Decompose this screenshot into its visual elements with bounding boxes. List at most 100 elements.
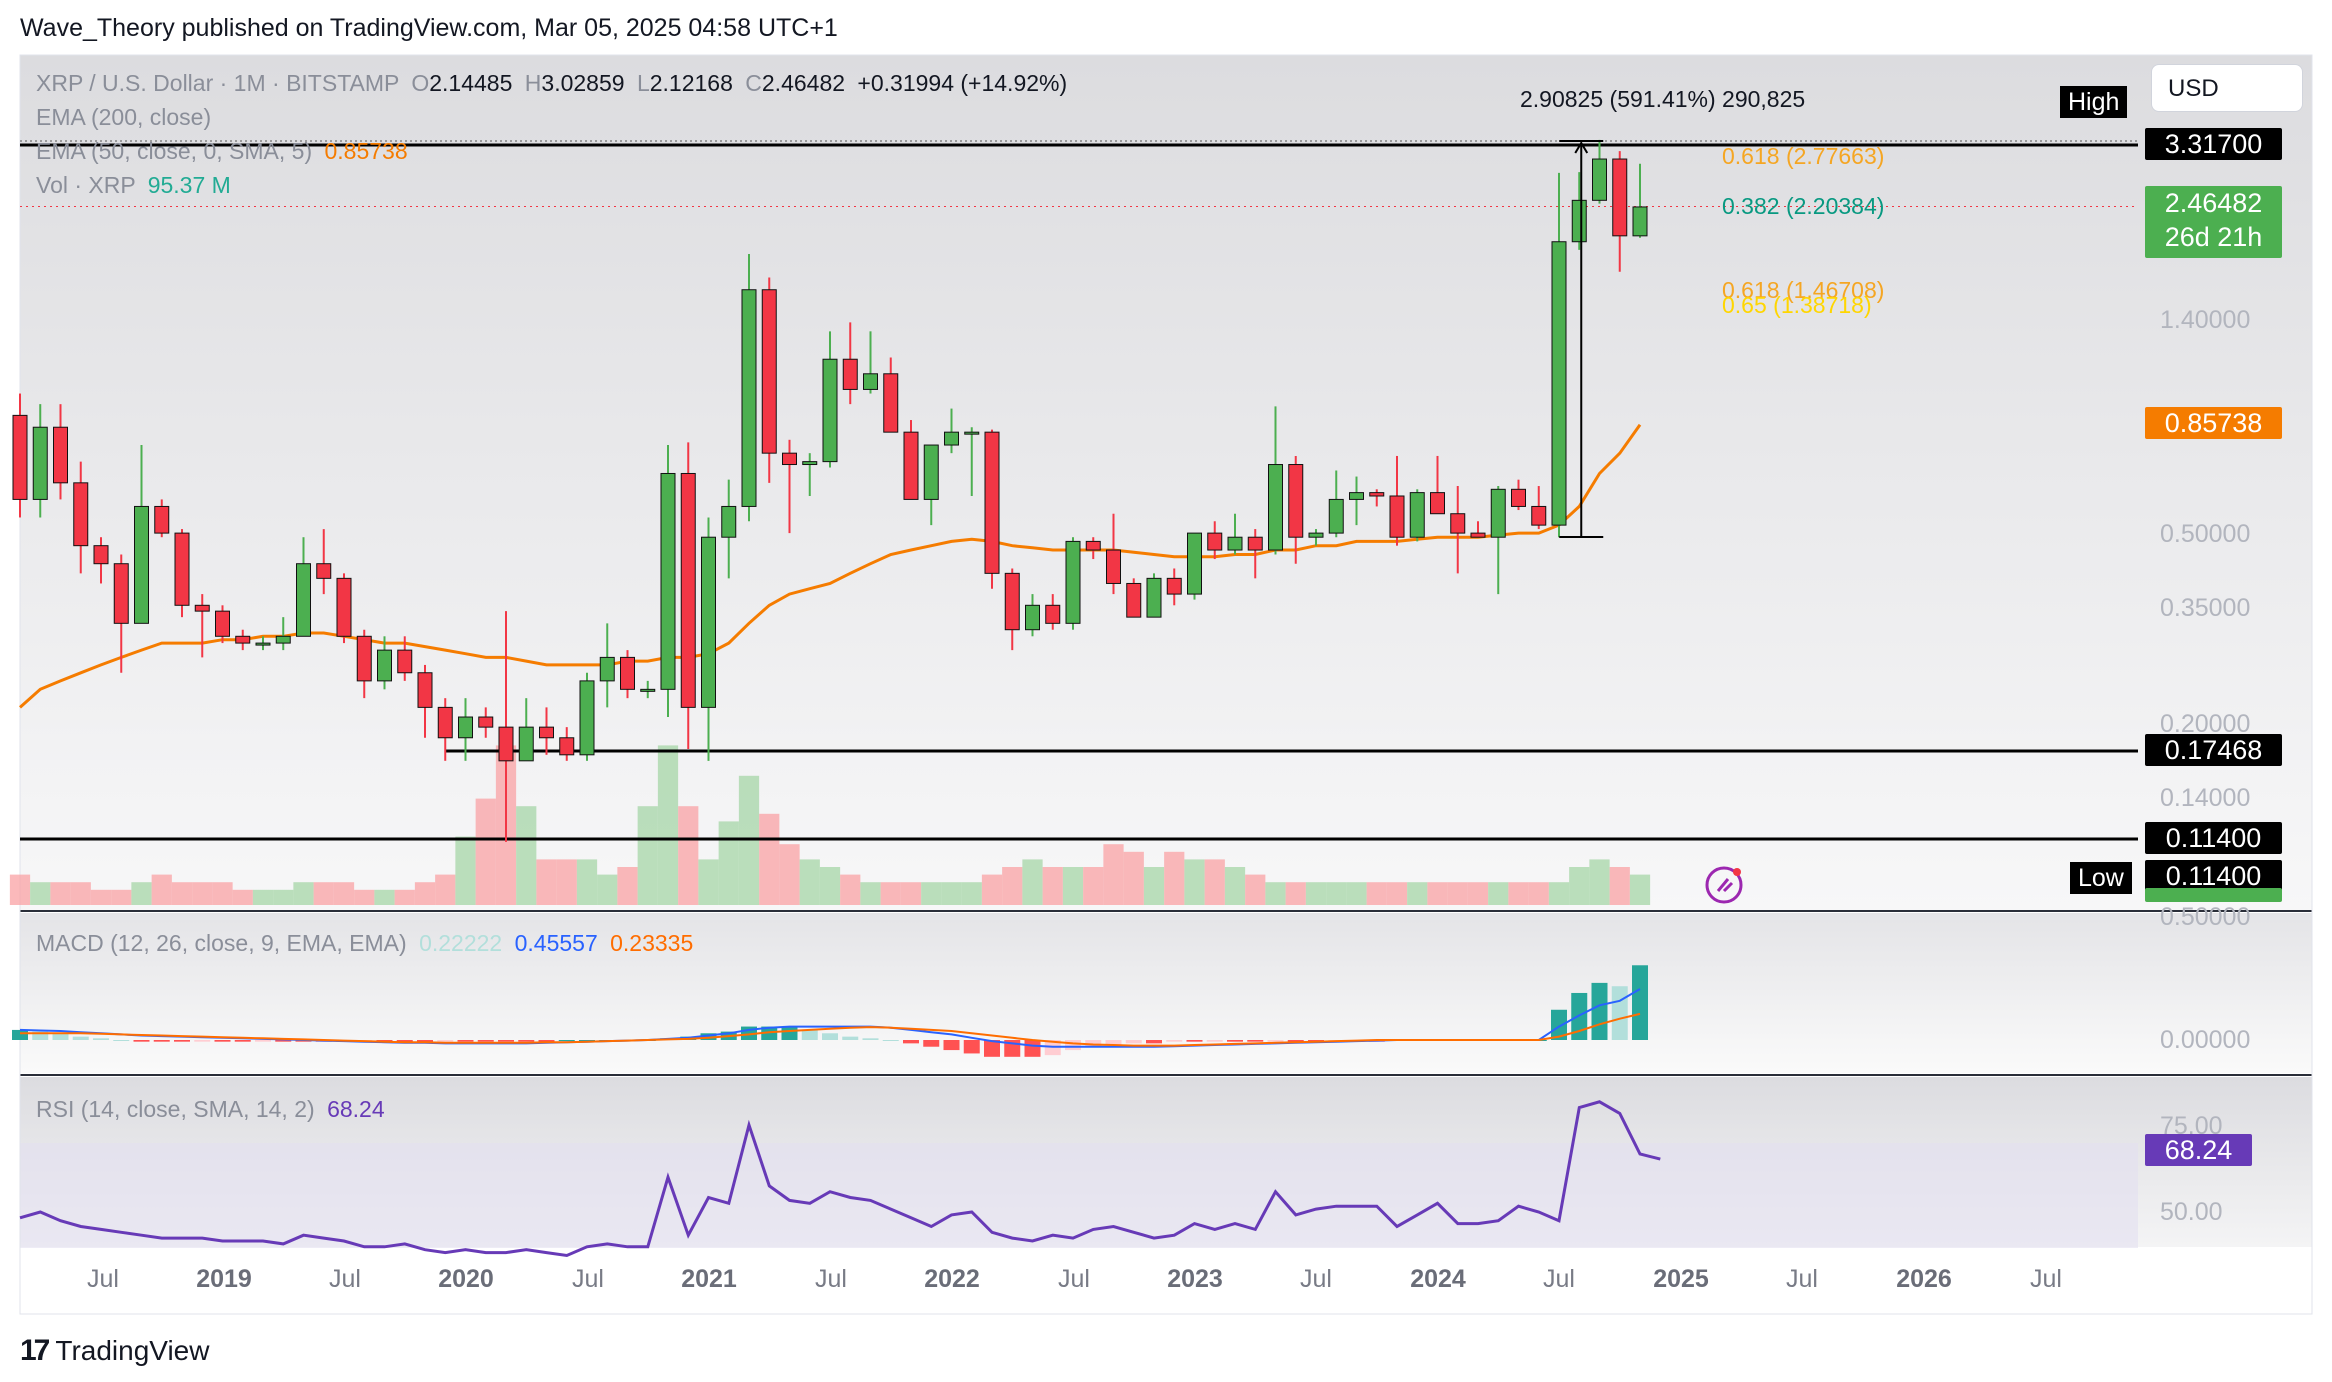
candle-body <box>559 737 575 756</box>
macd-histogram-bar <box>1085 1040 1102 1047</box>
candle-body <box>883 373 899 433</box>
candle-body <box>458 716 473 739</box>
candle-body <box>1592 158 1607 201</box>
macd-histogram-bar <box>153 1040 170 1042</box>
current-price-tag: 2.46482 26d 21h <box>2145 186 2282 258</box>
macd-histogram-bar <box>822 1033 838 1040</box>
time-label-year: 2023 <box>1167 1265 1223 1293</box>
candle-body <box>1146 577 1162 618</box>
macd-histogram-bar <box>761 1026 778 1040</box>
time-label: Jul <box>572 1265 604 1293</box>
volume-bar <box>435 874 456 905</box>
volume-legend[interactable]: Vol · XRP 95.37 M <box>36 172 231 199</box>
candle-body <box>1571 199 1587 243</box>
macd-histogram-bar <box>963 1040 980 1054</box>
candle-body <box>478 716 494 728</box>
macd-histogram-bar <box>862 1038 879 1040</box>
volume-bar <box>1467 882 1489 905</box>
candle-body <box>1025 604 1040 631</box>
measure-label: 2.90825 (591.41%) 290,825 <box>1520 86 1805 112</box>
macd-histogram-bar <box>1105 1040 1122 1046</box>
macd-histogram-bar <box>498 1040 514 1042</box>
ema200-legend[interactable]: EMA (200, close) <box>36 104 212 130</box>
candle-body <box>437 706 453 739</box>
candle-body <box>32 426 48 500</box>
time-axis-background <box>20 1248 2312 1314</box>
tradingview-brand: TradingView <box>55 1335 210 1366</box>
candle-body <box>1106 549 1121 584</box>
volume-bar <box>1407 882 1428 905</box>
volume-bar <box>212 882 233 905</box>
candle-body <box>1085 540 1101 551</box>
ema50-legend[interactable]: EMA (50, close, 0, SMA, 5) 0.85738 <box>36 138 408 165</box>
macd-plot <box>12 965 1648 1057</box>
high-value: 3.02859 <box>541 70 625 96</box>
volume-bar <box>414 882 436 905</box>
volume-bar <box>1245 874 1266 905</box>
macd-histogram-bar <box>538 1040 555 1042</box>
candle-body <box>1632 206 1648 237</box>
tradingview-logo[interactable]: 17 TradingView <box>20 1334 209 1368</box>
macd-histogram-bar <box>214 1040 231 1042</box>
publisher-line: Wave_Theory published on TradingView.com… <box>20 14 838 42</box>
volume-bar <box>840 874 861 905</box>
macd-histogram-bar <box>113 1040 130 1041</box>
candle-body <box>721 505 737 538</box>
candle-body <box>1531 505 1547 526</box>
macd-histogram-bar <box>781 1026 798 1040</box>
rsi-legend[interactable]: RSI (14, close, SMA, 14, 2) 68.24 <box>36 1096 385 1123</box>
time-label: Jul <box>1058 1265 1090 1293</box>
candle-body <box>1511 488 1526 507</box>
current-price-value: 2.46482 <box>2164 188 2263 218</box>
volume-bar <box>1447 882 1468 905</box>
candle-body <box>1247 536 1263 551</box>
macd-signal-value: 0.23335 <box>610 930 694 956</box>
volume-bar <box>232 889 253 905</box>
volume-bar <box>192 882 213 905</box>
candle-body <box>1490 488 1506 538</box>
candle-body <box>1430 492 1445 515</box>
sparkle-icon-dot <box>1733 868 1741 876</box>
candle-body <box>782 452 797 466</box>
volume-bar <box>1548 882 1570 905</box>
symbol-legend[interactable]: XRP / U.S. Dollar · 1M · BITSTAMP O2.144… <box>36 70 1067 97</box>
macd-histogram-bar <box>437 1040 454 1042</box>
candle-body <box>903 431 919 500</box>
macd-legend[interactable]: MACD (12, 26, close, 9, EMA, EMA) 0.2222… <box>36 930 693 957</box>
change-value: +0.31994 (+14.92%) <box>857 70 1068 96</box>
volume-bar <box>941 882 962 905</box>
time-label-year: 2026 <box>1896 1265 1952 1293</box>
volume-bar <box>90 889 112 905</box>
currency-button[interactable]: USD <box>2151 64 2303 112</box>
volume-bar <box>1629 874 1651 905</box>
volume-bar <box>171 882 193 905</box>
volume-bar <box>131 882 152 905</box>
candle-body <box>1045 604 1061 624</box>
low-label: L <box>636 70 650 96</box>
candle-body <box>1612 158 1628 237</box>
candle-body <box>964 431 980 435</box>
candle-body <box>539 726 554 739</box>
volume-bar <box>779 844 800 905</box>
volume-bar <box>354 889 375 905</box>
macd-histogram-bar <box>93 1038 109 1040</box>
volume-bar <box>1366 882 1387 905</box>
volume-bar <box>374 889 395 905</box>
candle-body <box>640 688 656 692</box>
volume-bar <box>1103 844 1124 905</box>
close-value: 2.46482 <box>761 70 846 96</box>
price-label-140: 1.40000 <box>2160 306 2251 334</box>
price-label-020: 0.20000 <box>2160 710 2251 738</box>
candle-body <box>113 563 129 624</box>
volume-bar <box>1346 882 1367 905</box>
time-label-year: 2024 <box>1410 1265 1466 1293</box>
candle-body <box>518 726 534 762</box>
sparkle-icon-ring <box>1705 866 1743 904</box>
volume-bar <box>556 859 577 905</box>
volume-label: Vol · XRP <box>36 172 136 198</box>
measure-arrow-icon <box>1574 141 1589 154</box>
volume-bar <box>9 874 31 905</box>
macd-axis-label-zero: 0.00000 <box>2160 1026 2251 1054</box>
low-price-tag: 0.11400 <box>2145 860 2282 892</box>
